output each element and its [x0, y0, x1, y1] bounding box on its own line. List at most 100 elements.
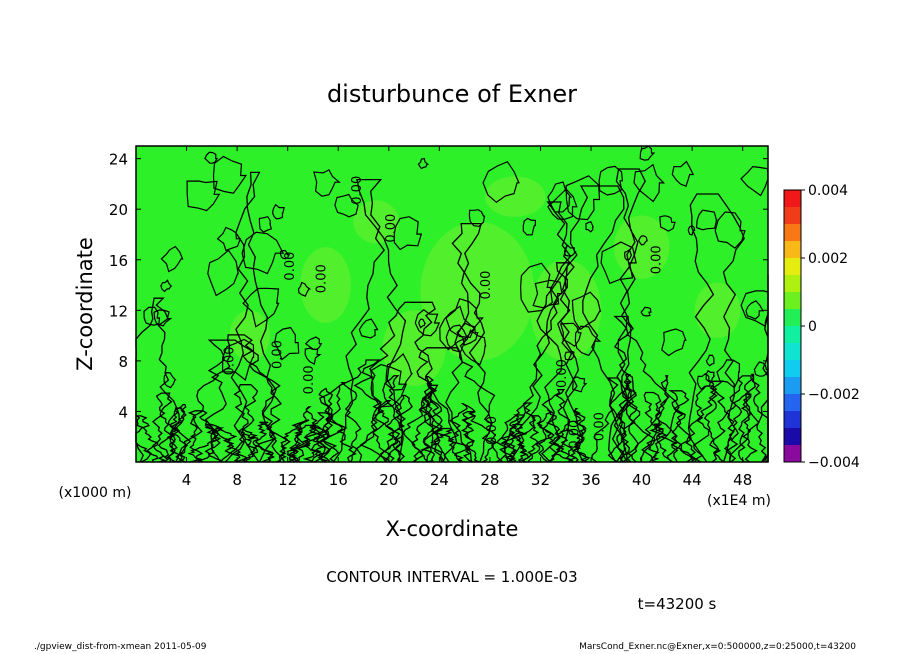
contour-label: 0.00 [315, 264, 330, 293]
contour-line [447, 403, 498, 463]
contour-loop [661, 328, 687, 357]
field-patch [613, 215, 670, 279]
contour-loop [304, 336, 323, 351]
contour-line [503, 262, 570, 463]
contour-loop [160, 279, 173, 293]
contour-line [165, 407, 187, 463]
contour-loop [274, 326, 300, 361]
field-patch [382, 310, 446, 387]
contour-label: 0.00 [350, 176, 365, 205]
contour-loop [574, 325, 602, 357]
contour-loop [740, 290, 769, 328]
footer-left: ./gpview_dist-from-xmean 2011-05-09 [34, 642, 207, 652]
contour-loop [414, 309, 441, 337]
contour-label: 0.00 [485, 416, 500, 445]
contour-label: 0.00 [222, 346, 237, 375]
contour-interval-label: CONTOUR INTERVAL = 1.000E-03 [326, 568, 577, 586]
x-tick-label: 40 [632, 471, 651, 489]
contour-loop [207, 249, 239, 297]
contour-line [286, 425, 330, 463]
x-tick-label: 16 [329, 471, 348, 489]
contour-line [420, 427, 471, 463]
chart-title: disturbunce of Exner [327, 80, 577, 108]
contour-loop [716, 359, 741, 389]
contour-loop [600, 241, 637, 285]
contour-loop [714, 211, 746, 249]
contour-label: 0.00 [555, 359, 570, 388]
contour-line [204, 334, 286, 463]
contour-loop [279, 249, 291, 260]
contour-loop [358, 318, 379, 339]
contour-loop [221, 338, 255, 382]
contour-labels: 0.00 0.00 0.00 0.00 0.00 0.00 0.00 0.00 0.00 0.00… [222, 176, 664, 449]
contour-line [332, 178, 407, 463]
colorbar-swatch [784, 207, 801, 224]
contour-line [537, 409, 578, 463]
contour-line [317, 381, 362, 463]
contour-loop [439, 305, 477, 351]
contour-line [293, 406, 338, 463]
contour-loop [522, 217, 537, 236]
contour-line [377, 399, 401, 463]
y-tick-label: 12 [109, 302, 128, 320]
contour-line [411, 384, 443, 463]
contour-loop [482, 160, 520, 204]
contour-loop [565, 175, 601, 221]
colorbar-swatch [784, 343, 801, 360]
colorbar-swatch [784, 241, 801, 258]
contour-loop [417, 157, 430, 170]
x-tick-label: 8 [232, 471, 242, 489]
contour-loop [633, 163, 666, 203]
contour-loop [370, 363, 408, 408]
contour-loop [598, 165, 624, 196]
colorbar-swatch [784, 377, 801, 394]
contour-line [445, 222, 493, 463]
time-label: t=43200 s [638, 595, 717, 613]
contour-loop [163, 371, 177, 389]
y-tick-label: 24 [109, 151, 128, 169]
plot-area: 0.00 0.00 0.00 0.00 0.00 0.00 0.00 0.00 0.00 0.00… [135, 145, 769, 463]
contour-loop [160, 245, 184, 273]
contour-loop [297, 281, 312, 297]
contour-line [693, 380, 735, 463]
contour-loop [216, 226, 242, 252]
colorbar-swatch [784, 326, 801, 343]
x-tick-label: 44 [683, 471, 702, 489]
field-patch [484, 176, 546, 217]
contour-loop [186, 180, 221, 212]
contour-loop [468, 209, 486, 227]
x-tick-label: 24 [430, 471, 449, 489]
colorbar-tick-label: 0 [808, 319, 817, 335]
contour-line [380, 394, 413, 463]
x-tick-label: 36 [581, 471, 600, 489]
y-tick-label: 8 [118, 353, 128, 371]
contour-loop [241, 231, 285, 275]
contour-loop [418, 318, 427, 329]
contour-line [135, 415, 166, 463]
contour-loop [204, 151, 219, 164]
colorbar-tick-label: 0.004 [808, 183, 848, 199]
contour-loop [143, 306, 161, 326]
contour-loop [695, 209, 718, 231]
contour-loop [547, 181, 573, 213]
contour-loop [559, 322, 582, 348]
contour-loop [745, 300, 765, 320]
contour-line [687, 193, 745, 463]
contour-loop [624, 248, 633, 261]
contour-line [725, 375, 767, 463]
contour-loop [445, 324, 468, 353]
x-tick-label: 12 [278, 471, 297, 489]
contour-loop [571, 376, 588, 393]
colorbar-tick-label: 0.002 [808, 251, 848, 267]
contour-line [499, 423, 530, 463]
contour-loop [385, 353, 414, 391]
colorbar-swatch [784, 360, 801, 377]
contour-line [643, 391, 679, 463]
contour-loop [696, 373, 712, 391]
x-tick-label: 4 [182, 471, 192, 489]
x-tick-label: 48 [733, 471, 752, 489]
contour-loop [445, 297, 484, 339]
contour-loop [585, 220, 595, 233]
field-patch [694, 282, 741, 339]
